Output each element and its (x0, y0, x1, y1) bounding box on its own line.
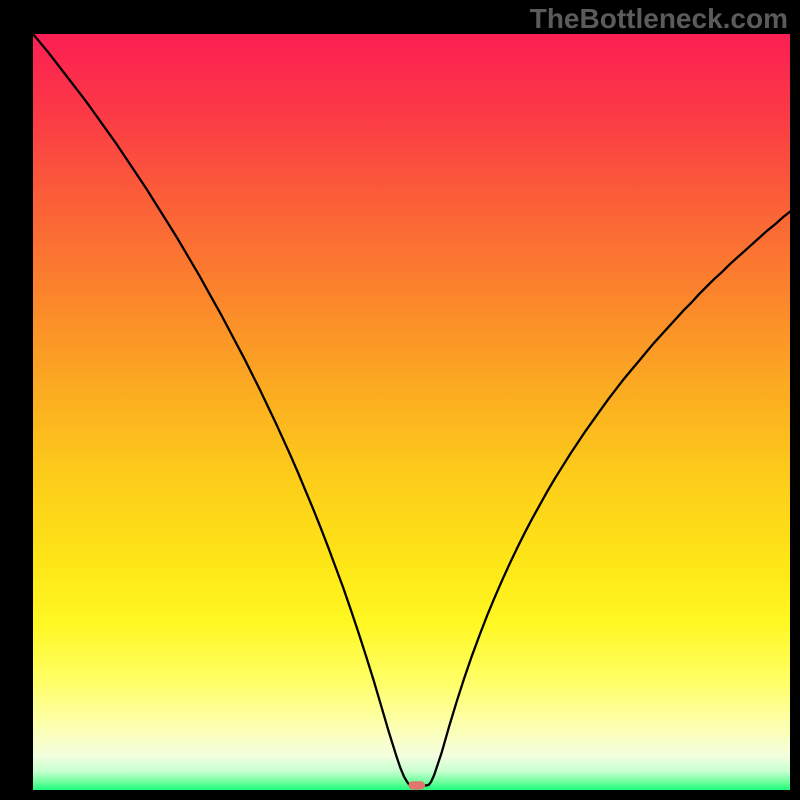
chart-background-gradient (33, 34, 790, 790)
frame-left (0, 0, 33, 800)
bottleneck-chart (33, 34, 790, 790)
watermark-text: TheBottleneck.com (530, 3, 788, 35)
frame-right (790, 0, 800, 800)
frame-bottom (0, 790, 800, 800)
optimum-marker (408, 781, 425, 789)
